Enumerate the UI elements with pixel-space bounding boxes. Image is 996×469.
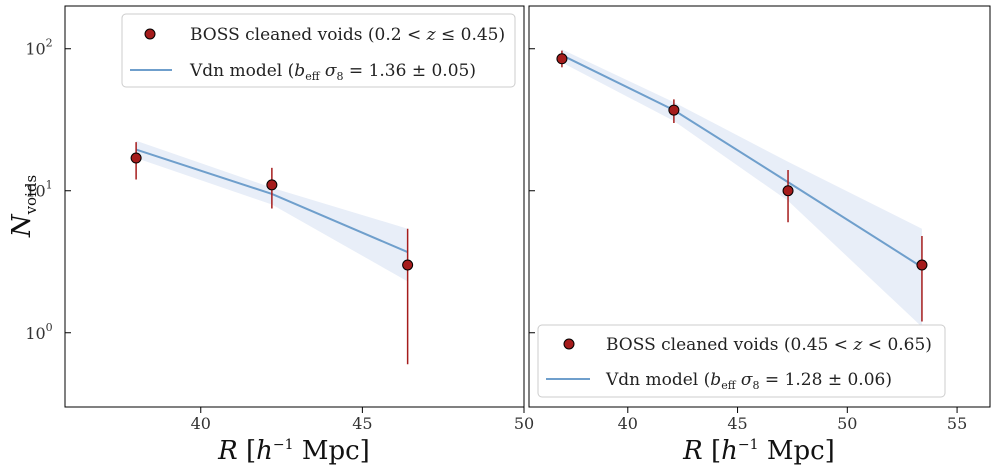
- right-model-uncertainty-band: [561, 49, 922, 327]
- right-axes-frame: [528, 5, 991, 408]
- right-errorbar-layer: [561, 50, 923, 322]
- left-panel: 40 45 50 100 101 102 BOSS cleaned voids (0.2 …: [25, 5, 534, 433]
- right-legend-boss-label: BOSS cleaned voids (0.45 < z < 0.65): [606, 335, 932, 355]
- left-legend-boss-label: BOSS cleaned voids (0.2 < z ≤ 0.45): [190, 25, 505, 45]
- right-legend: BOSS cleaned voids (0.45 < z < 0.65) Vdn…: [537, 324, 946, 398]
- left-tick-layer: 40 45 50 100 101 102: [25, 37, 534, 433]
- left-y-tick-label: 100: [25, 321, 52, 343]
- right-model-band-layer: [561, 49, 922, 327]
- left-x-axis-title: R [h−1 Mpc]: [217, 436, 370, 466]
- right-model-line-layer: [561, 54, 923, 268]
- left-data-point: [266, 179, 278, 191]
- right-data-point: [916, 259, 928, 271]
- left-x-tick-label: 45: [352, 414, 372, 433]
- right-data-point: [782, 185, 794, 197]
- left-x-tick-label: 50: [514, 414, 534, 433]
- left-legend-vdn-label: Vdn model (beff σ8 = 1.36 ± 0.05): [189, 61, 476, 83]
- left-x-tick-label: 40: [191, 414, 211, 433]
- right-point-layer: [556, 53, 928, 271]
- right-legend-point-marker: [563, 338, 575, 350]
- left-model-uncertainty-band: [136, 140, 408, 282]
- right-x-tick-label: 55: [947, 414, 967, 433]
- left-y-tick-label: 102: [25, 37, 52, 59]
- y-axis-title: Nvoids: [7, 175, 40, 238]
- right-x-tick-label: 40: [618, 414, 638, 433]
- right-data-point: [556, 53, 568, 65]
- left-y-tick-label: 101: [25, 179, 52, 201]
- right-model-line: [561, 54, 923, 268]
- right-panel: 40 45 50 55 BOSS cleaned voids (0.45 < z < …: [528, 5, 991, 433]
- left-legend: BOSS cleaned voids (0.2 < z ≤ 0.45) Vdn …: [121, 13, 516, 88]
- left-data-point: [402, 259, 414, 271]
- right-x-tick-label: 45: [727, 414, 747, 433]
- right-x-axis-title: R [h−1 Mpc]: [682, 436, 835, 466]
- left-axes-frame: [64, 5, 525, 408]
- right-x-tick-label: 50: [837, 414, 857, 433]
- right-legend-vdn-label: Vdn model (beff σ8 = 1.28 ± 0.06): [605, 370, 892, 392]
- left-data-point: [130, 152, 142, 164]
- left-legend-point-marker: [144, 28, 156, 40]
- right-tick-layer: 40 45 50 55: [529, 48, 967, 433]
- left-model-band-layer: [136, 140, 408, 282]
- left-point-layer: [130, 152, 414, 271]
- right-legend-box: [537, 324, 946, 398]
- right-data-point: [668, 104, 680, 116]
- left-legend-box: [121, 13, 516, 88]
